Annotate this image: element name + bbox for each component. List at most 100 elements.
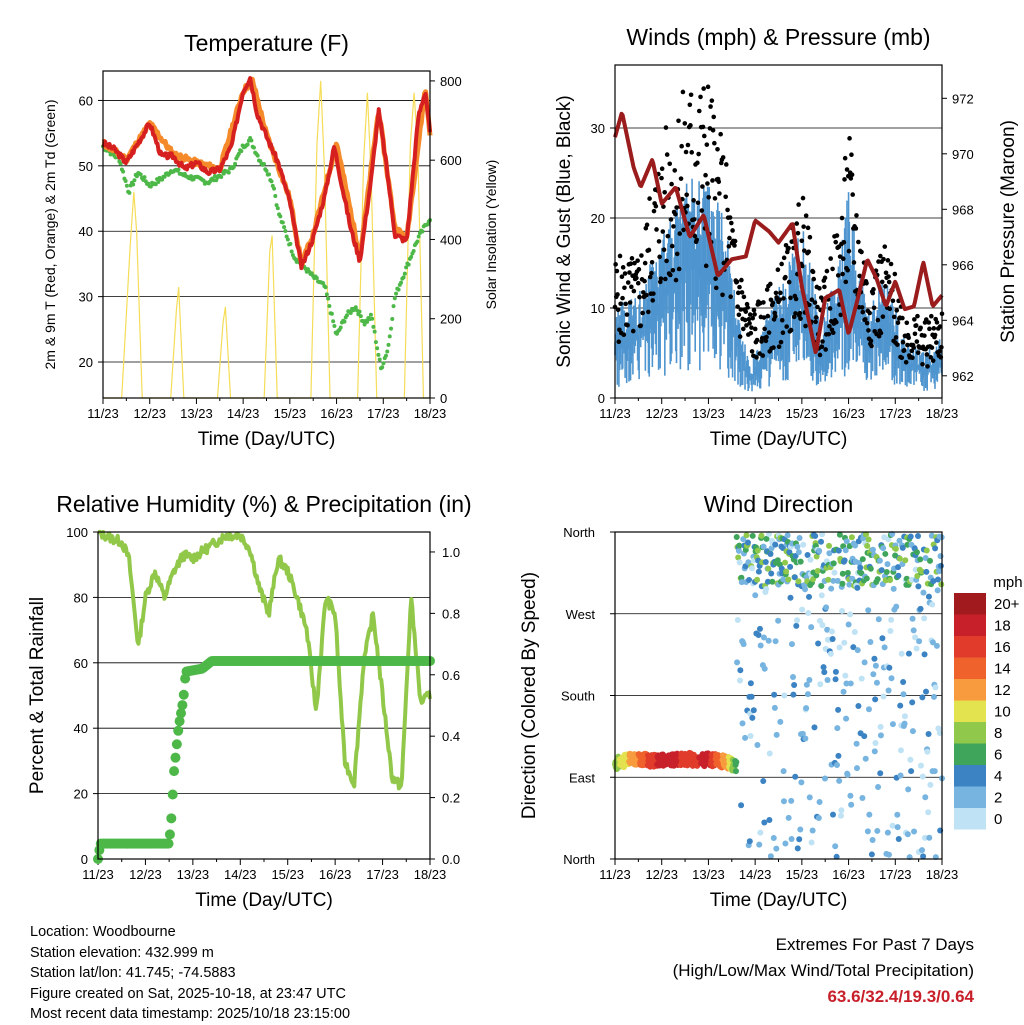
dewpoint-point: [134, 174, 139, 179]
gust-point: [754, 337, 760, 343]
gust-point: [788, 295, 793, 301]
dewpoint-point: [406, 262, 411, 267]
dewpoint-point: [251, 145, 256, 150]
y2-tick-label: 0.4: [442, 729, 460, 744]
gust-point: [849, 152, 854, 158]
gust-point: [738, 307, 744, 312]
gust-point: [786, 245, 791, 251]
y2-tick-label: 600: [440, 153, 462, 168]
direction-point: [871, 748, 878, 755]
direction-point: [737, 667, 744, 674]
direction-point: [872, 696, 879, 703]
gust-point: [704, 142, 710, 147]
gust-point: [794, 221, 800, 226]
direction-point: [865, 706, 872, 713]
gust-point: [657, 254, 662, 260]
gust-point: [768, 281, 773, 287]
direction-point: [761, 665, 768, 672]
gust-point: [700, 184, 705, 189]
gust-point: [649, 259, 655, 265]
direction-point: [758, 532, 765, 539]
direction-point: [822, 775, 829, 782]
gust-point: [743, 309, 749, 314]
dewpoint-point: [409, 255, 414, 260]
direction-point: [894, 824, 901, 831]
y-tick-label: 30: [79, 290, 93, 305]
gust-point: [689, 150, 695, 155]
direction-point: [864, 828, 871, 835]
direction-point: [878, 567, 885, 574]
direction-point: [830, 577, 837, 584]
gust-point: [869, 343, 874, 349]
x-axis-label: Time (Day/UTC): [710, 890, 848, 911]
gust-point: [826, 331, 832, 337]
x-tick-label: 14/23: [739, 406, 772, 421]
gust-point: [803, 323, 808, 329]
legend-swatch: [954, 808, 986, 830]
direction-point: [854, 647, 861, 654]
dewpoint-point: [385, 349, 390, 354]
legend-swatch: [954, 743, 986, 765]
direction-point: [895, 564, 902, 571]
gust-point: [679, 143, 684, 149]
dewpoint-point: [380, 365, 385, 370]
direction-point: [859, 795, 866, 802]
gust-point: [883, 284, 888, 289]
direction-point: [780, 798, 787, 805]
dewpoint-point: [323, 285, 328, 290]
direction-point: [853, 765, 860, 772]
gust-point: [671, 224, 676, 229]
y-tick-label: 0: [598, 391, 605, 406]
legend-swatch: [954, 593, 986, 615]
gust-point: [624, 312, 630, 317]
direction-point: [867, 565, 874, 572]
gust-point: [853, 226, 859, 231]
direction-point: [873, 679, 880, 686]
direction-point: [818, 592, 825, 599]
gust-point: [647, 274, 653, 280]
x-tick-label: 18/23: [414, 406, 447, 421]
gust-point: [752, 326, 758, 332]
gust-point: [784, 324, 789, 329]
gust-point: [649, 270, 654, 276]
gust-point: [749, 325, 754, 330]
gust-point: [660, 229, 666, 234]
direction-point: [804, 691, 811, 698]
gust-point: [742, 317, 748, 323]
direction-point: [869, 837, 876, 844]
direction-point: [917, 605, 924, 612]
direction-point: [923, 568, 930, 575]
gust-point: [786, 279, 792, 285]
dewpoint-point: [416, 234, 421, 239]
gust-point: [715, 146, 720, 152]
gust-point: [623, 301, 628, 307]
gust-point: [939, 344, 944, 350]
direction-point: [901, 713, 908, 720]
y-tick-label: 60: [74, 656, 88, 671]
direction-point: [897, 747, 904, 754]
gust-point: [740, 326, 746, 332]
gust-point: [724, 162, 729, 167]
direction-point: [796, 836, 803, 843]
direction-point: [812, 533, 819, 540]
direction-point: [851, 628, 858, 635]
gust-point: [811, 276, 817, 282]
gust-point: [685, 142, 691, 148]
gust-point: [867, 310, 872, 316]
gust-point: [859, 249, 864, 255]
x-tick-label: 12/23: [133, 406, 166, 421]
gust-point: [665, 233, 671, 239]
station-location: Location: Woodbourne: [30, 924, 176, 940]
direction-point: [887, 628, 894, 635]
gust-point: [849, 172, 855, 177]
direction-point: [924, 748, 931, 755]
series-2m-temperature: [101, 76, 432, 271]
gust-point: [859, 305, 865, 310]
direction-point: [791, 681, 798, 688]
direction-point: [835, 547, 842, 554]
gust-point: [695, 200, 701, 206]
direction-point: [881, 644, 888, 651]
x-tick-label: 17/23: [879, 867, 912, 882]
gust-point: [906, 335, 911, 341]
direction-point: [844, 771, 851, 778]
